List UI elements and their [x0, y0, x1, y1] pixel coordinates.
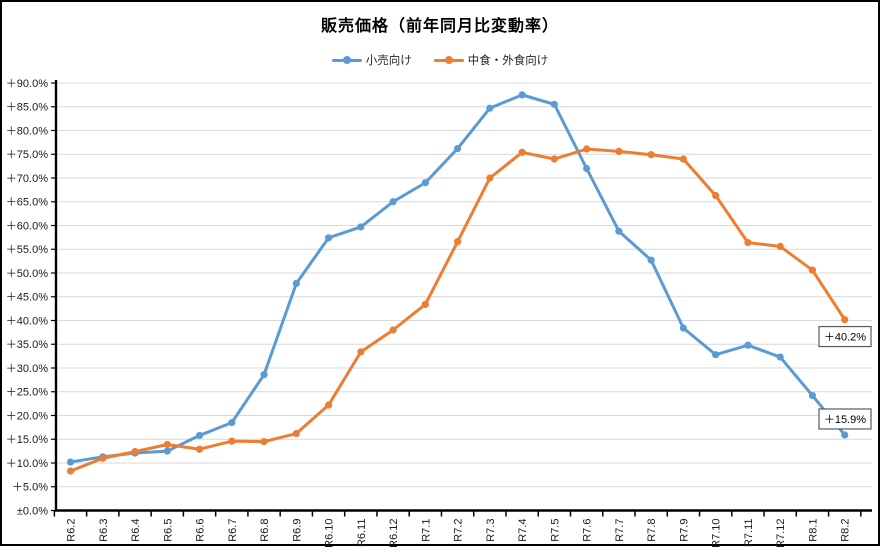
- svg-text:＋30.0%: ＋30.0%: [6, 363, 48, 375]
- svg-text:＋75.0%: ＋75.0%: [6, 149, 48, 161]
- legend-label-foodservice: 中食・外食向け: [467, 55, 549, 67]
- svg-text:R7.11: R7.11: [743, 519, 755, 548]
- svg-text:＋15.9%: ＋15.9%: [824, 414, 866, 426]
- legend: 小売向け 中食・外食向け: [2, 52, 878, 68]
- svg-text:＋25.0%: ＋25.0%: [6, 387, 48, 399]
- svg-text:R6.10: R6.10: [324, 519, 336, 548]
- legend-label-retail: 小売向け: [365, 55, 412, 67]
- svg-text:＋70.0%: ＋70.0%: [6, 173, 48, 185]
- svg-text:R6.12: R6.12: [388, 519, 400, 548]
- svg-text:R7.3: R7.3: [485, 519, 497, 542]
- svg-text:＋60.0%: ＋60.0%: [6, 220, 48, 232]
- svg-text:＋90.0%: ＋90.0%: [6, 78, 48, 90]
- svg-text:R6.3: R6.3: [98, 519, 110, 542]
- svg-text:R6.8: R6.8: [259, 519, 271, 542]
- svg-text:R6.9: R6.9: [291, 519, 303, 542]
- svg-text:R6.5: R6.5: [162, 519, 174, 542]
- svg-text:R6.4: R6.4: [130, 519, 142, 542]
- legend-line-marker-icon: [331, 56, 362, 64]
- svg-text:R7.6: R7.6: [582, 519, 594, 542]
- svg-text:＋80.0%: ＋80.0%: [6, 125, 48, 137]
- svg-text:R6.2: R6.2: [66, 519, 78, 542]
- legend-line-marker-icon: [433, 56, 464, 64]
- svg-text:＋50.0%: ＋50.0%: [6, 268, 48, 280]
- svg-text:＋5.0%: ＋5.0%: [12, 482, 48, 494]
- svg-text:R7.5: R7.5: [549, 519, 561, 542]
- svg-text:＋20.0%: ＋20.0%: [6, 410, 48, 422]
- svg-text:R7.1: R7.1: [420, 519, 432, 542]
- svg-text:＋85.0%: ＋85.0%: [6, 102, 48, 114]
- svg-text:R7.7: R7.7: [614, 519, 626, 542]
- svg-text:＋40.2%: ＋40.2%: [824, 332, 866, 344]
- svg-text:＋55.0%: ＋55.0%: [6, 244, 48, 256]
- svg-text:R7.10: R7.10: [711, 519, 723, 548]
- legend-item-retail: 小売向け: [331, 52, 412, 68]
- legend-item-foodservice: 中食・外食向け: [433, 52, 549, 68]
- svg-text:R7.9: R7.9: [678, 519, 690, 542]
- svg-text:R7.8: R7.8: [646, 519, 658, 542]
- chart-title: 販売価格（前年同月比変動率）: [320, 18, 559, 35]
- svg-text:R7.12: R7.12: [775, 519, 787, 548]
- svg-text:±0.0%: ±0.0%: [17, 505, 48, 517]
- svg-text:R7.2: R7.2: [453, 519, 465, 542]
- svg-text:＋10.0%: ＋10.0%: [6, 458, 48, 470]
- svg-text:R6.11: R6.11: [356, 519, 368, 548]
- svg-text:＋35.0%: ＋35.0%: [6, 339, 48, 351]
- svg-text:＋45.0%: ＋45.0%: [6, 292, 48, 304]
- svg-text:＋15.0%: ＋15.0%: [6, 434, 48, 446]
- svg-text:R8.1: R8.1: [807, 519, 819, 542]
- svg-text:R6.7: R6.7: [227, 519, 239, 542]
- svg-text:R7.4: R7.4: [517, 519, 529, 542]
- svg-text:R6.6: R6.6: [195, 519, 207, 542]
- svg-text:＋40.0%: ＋40.0%: [6, 315, 48, 327]
- svg-text:R8.2: R8.2: [840, 519, 852, 542]
- svg-text:＋65.0%: ＋65.0%: [6, 197, 48, 209]
